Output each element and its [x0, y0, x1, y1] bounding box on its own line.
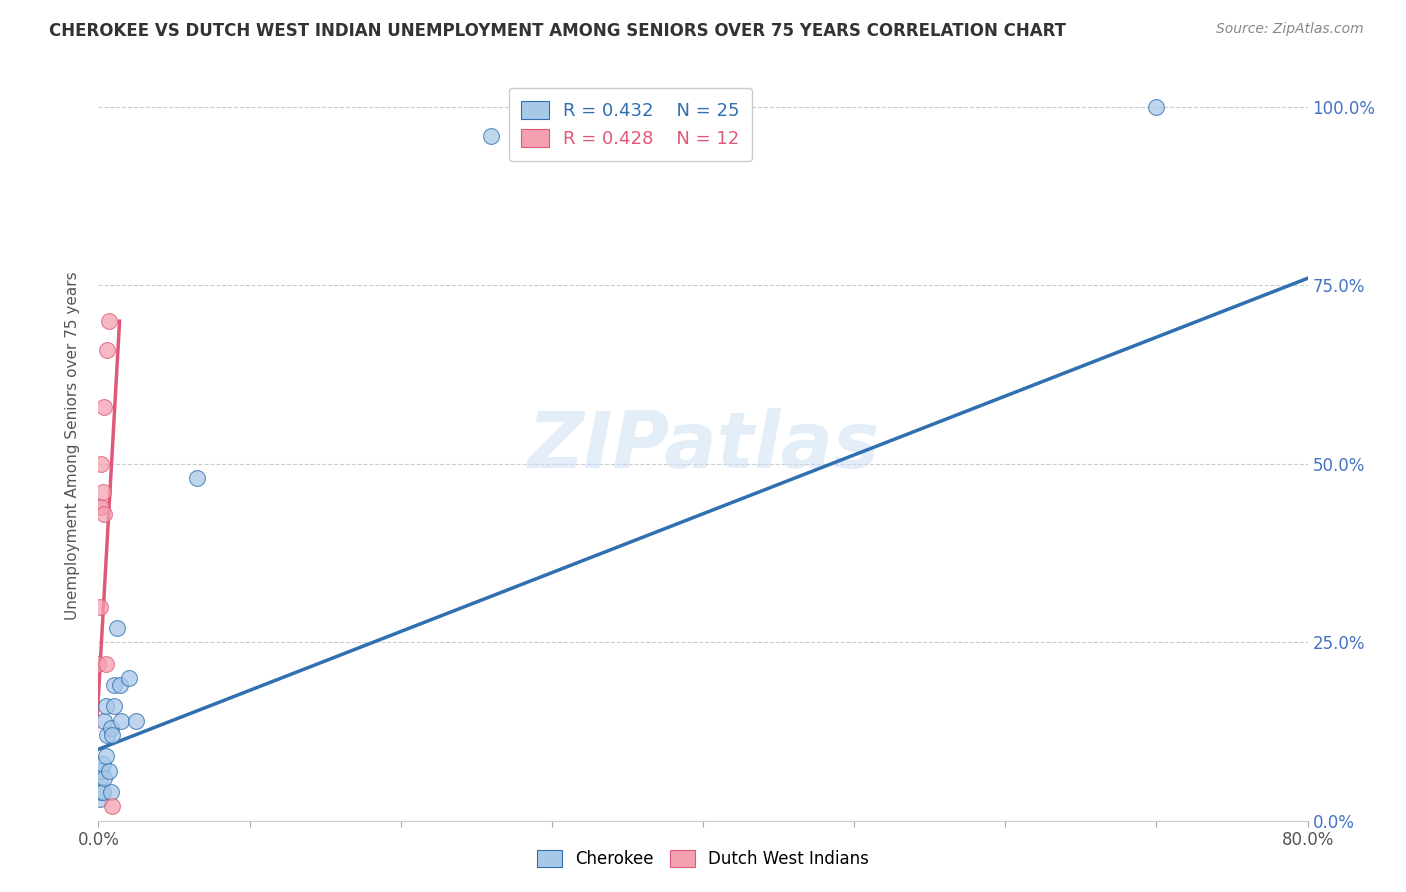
Point	[98, 314, 121, 328]
Point	[91, 485, 114, 500]
Point	[90, 785, 112, 799]
Point	[94, 699, 117, 714]
Text: CHEROKEE VS DUTCH WEST INDIAN UNEMPLOYMENT AMONG SENIORS OVER 75 YEARS CORRELATI: CHEROKEE VS DUTCH WEST INDIAN UNEMPLOYME…	[49, 22, 1066, 40]
Point	[89, 792, 111, 806]
Point	[118, 671, 141, 685]
Point	[93, 507, 115, 521]
Point	[96, 728, 118, 742]
Point	[93, 714, 115, 728]
Point	[87, 657, 110, 671]
Point	[89, 771, 111, 785]
Point	[110, 714, 132, 728]
Point	[125, 714, 148, 728]
Point	[89, 500, 111, 514]
Point	[94, 749, 117, 764]
Y-axis label: Unemployment Among Seniors over 75 years: Unemployment Among Seniors over 75 years	[65, 272, 80, 620]
Text: ZIPatlas: ZIPatlas	[527, 408, 879, 484]
Point	[90, 500, 112, 514]
Point	[89, 599, 111, 614]
Point	[96, 343, 118, 357]
Point	[186, 471, 208, 485]
Point	[98, 764, 121, 778]
Point	[1144, 100, 1167, 114]
Point	[100, 721, 122, 735]
Text: Source: ZipAtlas.com: Source: ZipAtlas.com	[1216, 22, 1364, 37]
Point	[105, 621, 128, 635]
Point	[93, 771, 115, 785]
Point	[103, 699, 125, 714]
Legend: R = 0.432    N = 25, R = 0.428    N = 12: R = 0.432 N = 25, R = 0.428 N = 12	[509, 88, 752, 161]
Legend: Cherokee, Dutch West Indians: Cherokee, Dutch West Indians	[530, 843, 876, 875]
Point	[100, 785, 122, 799]
Point	[101, 728, 124, 742]
Point	[91, 756, 114, 771]
Point	[108, 678, 131, 692]
Point	[94, 657, 117, 671]
Point	[103, 678, 125, 692]
Point	[90, 457, 112, 471]
Point	[481, 128, 503, 143]
Point	[93, 400, 115, 414]
Point	[101, 799, 124, 814]
Point	[90, 764, 112, 778]
Point	[91, 785, 114, 799]
